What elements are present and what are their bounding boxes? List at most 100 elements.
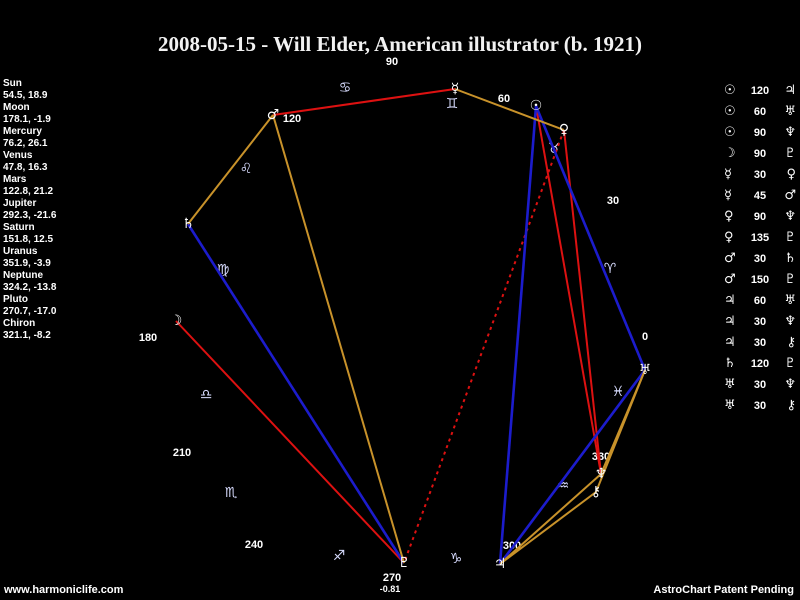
planet-name-moon: Moon — [3, 102, 30, 113]
aspect-row: ♀ 135 ♇ — [724, 227, 796, 248]
aspect-angle: 60 — [753, 105, 767, 118]
aspect-angle: 135 — [750, 231, 770, 244]
aspect-line-uranus-30-chiron — [595, 369, 646, 493]
degree-tick-60: 60 — [497, 93, 511, 105]
planet-values-uranus: 351.9, -3.9 — [3, 258, 51, 269]
aspect-line-mercury-45-mars — [272, 88, 456, 116]
aspect-planet2-glyph: ⚷ — [786, 398, 796, 413]
aspect-angle: 30 — [753, 378, 767, 391]
planet-name-sun: Sun — [3, 78, 22, 89]
aspect-line-sun-60-uranus — [534, 105, 647, 371]
aspect-planet1-glyph: ♅ — [724, 377, 736, 392]
aspect-line-jupiter-60-uranus — [498, 369, 647, 565]
aspect-planet1-glyph: ☉ — [724, 83, 736, 98]
planet-glyph-uranus: ♅ — [638, 362, 652, 378]
aspect-line-venus-90-neptune — [563, 129, 602, 475]
aspect-row: ♂ 150 ♇ — [724, 269, 796, 290]
aspect-planet1-glyph: ☉ — [724, 125, 736, 140]
aspect-planet1-glyph: ♂ — [724, 251, 736, 266]
aspect-line-saturn-120-pluto — [186, 223, 406, 564]
aspect-planet2-glyph: ⚷ — [786, 335, 796, 350]
degree-tick-120: 120 — [282, 113, 302, 125]
aspect-planet1-glyph: ♃ — [724, 335, 736, 350]
sign-glyph-libra: ♎ — [199, 387, 213, 403]
aspect-planet1-glyph: ♄ — [724, 356, 736, 371]
aspect-planet2-glyph: ♀ — [786, 167, 796, 182]
aspect-planet1-glyph: ☿ — [724, 188, 732, 203]
aspect-planet2-glyph: ♇ — [784, 272, 796, 287]
aspect-angle: 120 — [750, 84, 770, 97]
patent-notice: AstroChart Patent Pending — [653, 584, 794, 596]
aspect-planet1-glyph: ♀ — [724, 209, 734, 224]
aspect-planet2-glyph: ♄ — [784, 251, 796, 266]
planet-values-mercury: 76.2, 26.1 — [3, 138, 48, 149]
planet-glyph-venus: ♀ — [558, 122, 570, 138]
degree-tick-180: 180 — [138, 332, 158, 344]
aspect-planet1-glyph: ♅ — [724, 398, 736, 413]
aspect-row: ☿ 30 ♀ — [724, 164, 796, 185]
planet-values-jupiter: 292.3, -21.6 — [3, 210, 57, 221]
aspect-planet1-glyph: ♃ — [724, 314, 736, 329]
planet-name-chiron: Chiron — [3, 318, 36, 329]
aspect-row: ☽ 90 ♇ — [724, 143, 796, 164]
sign-glyph-pisces: ♓ — [611, 384, 625, 400]
planet-name-neptune: Neptune — [3, 270, 43, 281]
planet-name-pluto: Pluto — [3, 294, 28, 305]
aspect-planet1-glyph: ♃ — [724, 293, 736, 308]
planet-glyph-sun: ☉ — [529, 98, 543, 114]
degree-tick-240: 240 — [244, 539, 264, 551]
planet-glyph-jupiter: ♃ — [493, 556, 507, 572]
planet-values-chiron: 321.1, -8.2 — [3, 330, 51, 341]
aspect-table: ☉ 120 ♃ ☉ 60 ♅ ☉ 90 ♆ ☽ 90 ♇ ☿ 30 ♀ ☿ 45 ♂ ♀ 90 ♆ ♀ 135 ♇ ♂ 30 ♄ ♂ 1… — [724, 80, 796, 416]
aspect-angle: 150 — [750, 273, 770, 286]
aspect-row: ♃ 30 ♆ — [724, 311, 796, 332]
degree-tick-30: 30 — [606, 195, 620, 207]
aspect-planet2-glyph: ♇ — [784, 230, 796, 245]
aspect-planet1-glyph: ♂ — [724, 272, 736, 287]
planet-name-saturn: Saturn — [3, 222, 35, 233]
aspect-planet2-glyph: ♆ — [784, 125, 796, 140]
planet-name-venus: Venus — [3, 150, 33, 161]
planet-glyph-chiron: ⚷ — [590, 484, 602, 500]
aspect-planet2-glyph: ♇ — [784, 356, 796, 371]
planet-glyph-mercury: ☿ — [450, 81, 460, 97]
planet-glyph-mars: ♂ — [266, 107, 280, 123]
planet-values-sun: 54.5, 18.9 — [3, 90, 48, 101]
aspect-angle: 30 — [753, 336, 767, 349]
degree-tick-270: 270 — [382, 572, 402, 584]
planet-values-moon: 178.1, -1.9 — [3, 114, 51, 125]
aspect-row: ♂ 30 ♄ — [724, 248, 796, 269]
aspect-angle: 30 — [753, 315, 767, 328]
sign-glyph-leo: ♌ — [239, 161, 253, 177]
planet-values-pluto: 270.7, -17.0 — [3, 306, 57, 317]
aspect-line-mercury-30-venus — [454, 88, 565, 131]
aspect-angle: 30 — [753, 252, 767, 265]
aspect-row: ♅ 30 ♆ — [724, 374, 796, 395]
aspect-row: ♃ 30 ⚷ — [724, 332, 796, 353]
aspect-row: ♀ 90 ♆ — [724, 206, 796, 227]
aspect-angle: 90 — [753, 210, 767, 223]
aspect-line-sun-120-jupiter — [498, 105, 538, 565]
page-title: 2008-05-15 - Will Elder, American illust… — [158, 32, 642, 56]
aspect-line-moon-90-pluto — [175, 320, 405, 564]
aspect-planet2-glyph: ♆ — [784, 314, 796, 329]
aspect-row: ☉ 120 ♃ — [724, 80, 796, 101]
aspect-line-sun-90-neptune — [535, 105, 602, 475]
degree-tick-90: 90 — [385, 56, 399, 68]
aspect-row: ♃ 60 ♅ — [724, 290, 796, 311]
degree-tick-210: 210 — [172, 447, 192, 459]
aspect-planet2-glyph: ♂ — [784, 188, 796, 203]
sign-glyph-gemini: ♊ — [445, 96, 459, 112]
aspect-line-venus-135-pluto — [403, 129, 565, 564]
aspect-planet2-glyph: ♇ — [784, 146, 796, 161]
aspect-angle: 30 — [753, 168, 767, 181]
aspect-planet2-glyph: ♅ — [784, 104, 796, 119]
aspect-angle: 60 — [753, 294, 767, 307]
aspect-angle: 120 — [750, 357, 770, 370]
website-url: www.harmoniclife.com — [4, 584, 124, 596]
aspect-angle: 90 — [753, 147, 767, 160]
aspect-row: ☿ 45 ♂ — [724, 185, 796, 206]
aspect-row: ☉ 90 ♆ — [724, 122, 796, 143]
